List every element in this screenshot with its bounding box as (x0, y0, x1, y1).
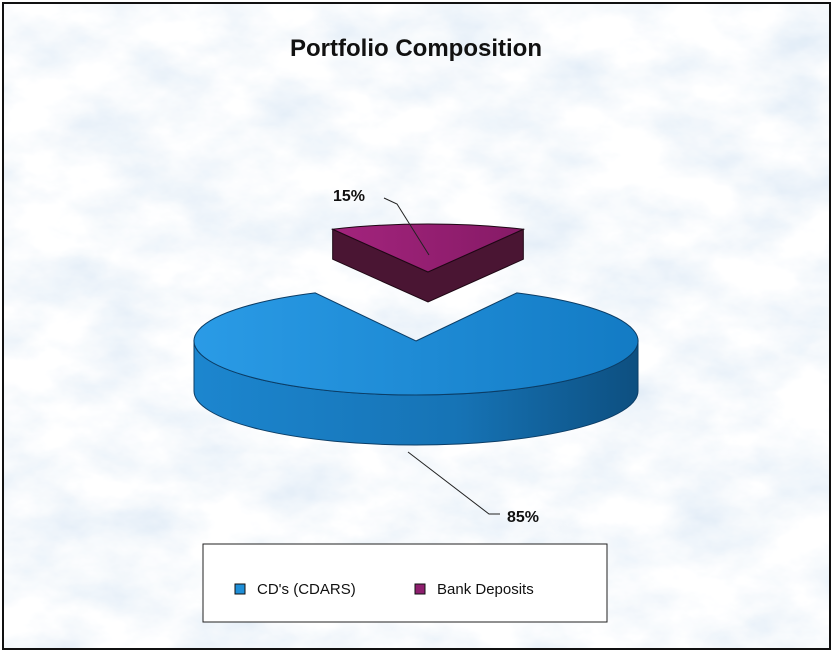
pie-slice-bank-deposits (330, 223, 526, 303)
chart-title: Portfolio Composition (290, 35, 542, 62)
data-label-bank-deposits: 15% (333, 188, 365, 205)
legend-swatch-bank-deposits (414, 583, 426, 595)
pie-group (193, 223, 639, 446)
legend-swatch-cds (234, 583, 246, 595)
pie-chart: Portfolio Composition 15% 85% CD's (CDARS… (4, 4, 829, 648)
marble-texture (4, 4, 829, 648)
legend-label-bank-deposits: Bank Deposits (437, 581, 534, 598)
legend-box (202, 543, 608, 623)
leader-line-bank-deposits (383, 197, 430, 256)
pie-slice-cds (193, 292, 639, 446)
legend-label-cds: CD's (CDARS) (257, 581, 356, 598)
leader-line-cds (407, 451, 500, 515)
legend: CD's (CDARS) Bank Deposits (202, 543, 608, 623)
data-label-cds: 85% (507, 509, 539, 526)
data-labels: 15% 85% (333, 188, 539, 526)
